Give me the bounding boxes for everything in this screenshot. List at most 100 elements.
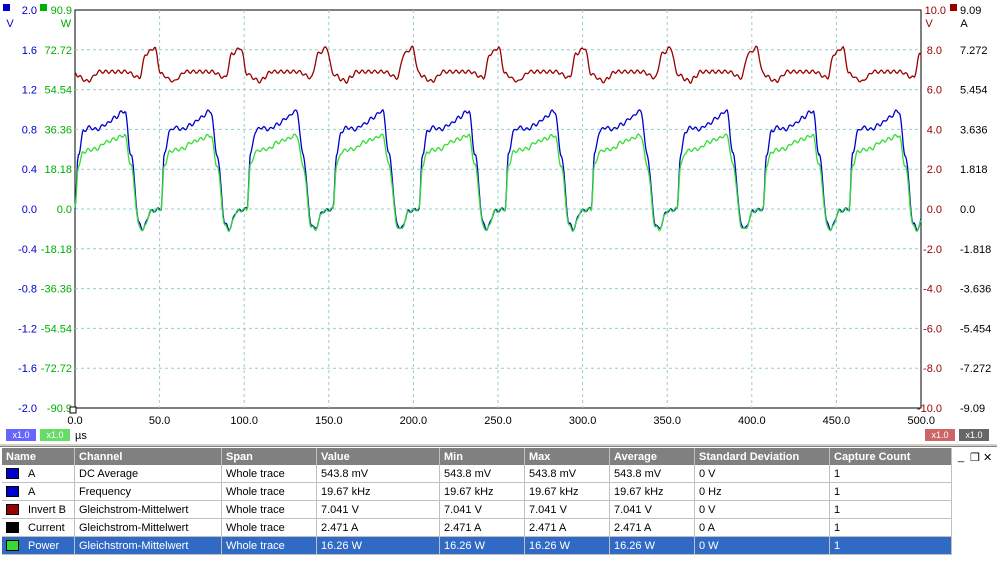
x-tick-label: 0.0 <box>67 415 82 427</box>
cell-min: 16.26 W <box>439 536 525 555</box>
cell-min: 19.67 kHz <box>439 482 525 501</box>
axis-left1-tick: -0.8 <box>18 284 37 296</box>
x-tick-label: 200.0 <box>400 415 428 427</box>
measurements-table: Name Channel Span Value Min Max Average … <box>2 448 952 555</box>
axis-left1-tick: -1.2 <box>18 323 37 335</box>
channel-color-swatch <box>6 522 19 534</box>
cell-channel: Gleichstrom-Mittelwert <box>74 536 222 555</box>
restore-button[interactable]: ❐ <box>970 452 980 464</box>
cell-max: 2.471 A <box>524 518 610 537</box>
cell-channel: Gleichstrom-Mittelwert <box>74 500 222 519</box>
axis-left2-tick: 36.36 <box>44 124 72 136</box>
zoom-tag-left2[interactable]: x1.0 <box>40 429 70 441</box>
axis-left2-tick: 0.0 <box>57 204 72 216</box>
cell-value: 2.471 A <box>316 518 440 537</box>
trace-power <box>74 133 922 233</box>
axis-right1-tick: 8.0 <box>927 45 942 57</box>
close-button[interactable]: ✕ <box>983 452 993 464</box>
axis-right1-unit: V <box>925 18 933 30</box>
axis-right1-tick: -2.0 <box>923 244 942 256</box>
trace-invert-b <box>74 45 922 85</box>
cell-span: Whole trace <box>221 482 317 501</box>
axis-right1-top: 10.0 <box>925 5 946 17</box>
cell-capture-count: 1 <box>829 500 952 519</box>
axis-right2-tick: 5.454 <box>960 85 988 97</box>
channel-power-color-icon <box>40 4 47 11</box>
table-row[interactable]: A Frequency Whole trace 19.67 kHz 19.67 kHz 1… <box>2 482 952 501</box>
axis-right1-tick: -8.0 <box>923 363 942 375</box>
header-capture-count[interactable]: Capture Count <box>829 448 952 465</box>
cell-name: Current <box>2 518 75 537</box>
axis-left1-top: 2.0 <box>22 5 37 17</box>
channel-b-color-icon <box>950 4 957 11</box>
header-min[interactable]: Min <box>439 448 525 465</box>
axis-left2-tick: -90.9 <box>47 403 72 415</box>
x-unit-label: µs <box>75 430 87 442</box>
axis-left2-top: 90.9 <box>51 5 72 17</box>
table-row[interactable]: Invert B Gleichstrom-Mittelwert Whole trac… <box>2 500 952 519</box>
header-value[interactable]: Value <box>316 448 440 465</box>
axis-right2-tick: 1.818 <box>960 164 988 176</box>
header-max[interactable]: Max <box>524 448 610 465</box>
header-average[interactable]: Average <box>609 448 695 465</box>
table-row[interactable]: A DC Average Whole trace 543.8 mV 543.8 mV 54… <box>2 465 952 483</box>
axis-left2-tick: -36.36 <box>41 284 72 296</box>
axis-right2-tick: 0.0 <box>960 204 975 216</box>
axis-right1-tick: 2.0 <box>927 164 942 176</box>
row-name-label: Current <box>28 521 65 534</box>
header-channel[interactable]: Channel <box>74 448 222 465</box>
table-row[interactable]: Current Gleichstrom-Mittelwert Whole trace… <box>2 518 952 537</box>
cell-max: 16.26 W <box>524 536 610 555</box>
header-std-dev[interactable]: Standard Deviation <box>694 448 830 465</box>
cell-standard-deviation: 0 A <box>694 518 830 537</box>
axis-left1-tick: 0.0 <box>22 204 37 216</box>
row-name-label: Power <box>28 539 60 552</box>
zoom-tag-right1[interactable]: x1.0 <box>925 429 955 441</box>
axis-right1-tick: 6.0 <box>927 85 942 97</box>
cell-span: Whole trace <box>221 500 317 519</box>
cell-channel: Gleichstrom-Mittelwert <box>74 518 222 537</box>
channel-color-swatch <box>6 468 19 480</box>
cell-max: 19.67 kHz <box>524 482 610 501</box>
x-tick-label: 300.0 <box>569 415 597 427</box>
cell-min: 7.041 V <box>439 500 525 519</box>
cell-span: Whole trace <box>221 536 317 555</box>
cell-value: 543.8 mV <box>316 465 440 483</box>
header-name[interactable]: Name <box>2 448 75 465</box>
measurements-body: A DC Average Whole trace 543.8 mV 543.8 mV 54… <box>2 465 952 555</box>
trigger-marker[interactable] <box>69 406 77 414</box>
cell-average: 7.041 V <box>609 500 695 519</box>
axis-left1-tick: 0.4 <box>22 164 37 176</box>
cell-standard-deviation: 0 V <box>694 465 830 483</box>
axis-left1-tick: -0.4 <box>18 244 37 256</box>
cell-capture-count: 1 <box>829 536 952 555</box>
scope-view: 2.0 90.9 V W 10.0 9.09 V A 1.6 72.72 8.0 7.272 1.2 54… <box>0 0 997 444</box>
cell-span: Whole trace <box>221 518 317 537</box>
axis-right2-tick: -1.818 <box>960 244 991 256</box>
axis-left1-unit: V <box>6 18 14 30</box>
header-span[interactable]: Span <box>221 448 317 465</box>
minimize-button[interactable]: _ <box>958 451 965 463</box>
axis-right1-tick: 4.0 <box>927 124 942 136</box>
scope-plot[interactable]: 2.0 90.9 V W 10.0 9.09 V A 1.6 72.72 8.0 7.272 1.2 54… <box>0 0 997 444</box>
cell-standard-deviation: 0 V <box>694 500 830 519</box>
cell-name: Invert B <box>2 500 75 519</box>
axis-left1-tick: 0.8 <box>22 124 37 136</box>
channel-color-swatch <box>6 504 19 516</box>
axis-left2-tick: 18.18 <box>44 164 72 176</box>
table-row[interactable]: Power Gleichstrom-Mittelwert Whole trace 16… <box>2 536 952 555</box>
cell-average: 543.8 mV <box>609 465 695 483</box>
cell-average: 2.471 A <box>609 518 695 537</box>
axis-left1-tick: 1.6 <box>22 45 37 57</box>
axis-right1-tick: -4.0 <box>923 284 942 296</box>
axis-left1-tick: -2.0 <box>18 403 37 415</box>
axis-right2-tick: 3.636 <box>960 124 988 136</box>
axis-right1-tick: -6.0 <box>923 323 942 335</box>
axis-right2-tick: -7.272 <box>960 363 991 375</box>
cell-name: A <box>2 465 75 483</box>
zoom-tag-right2[interactable]: x1.0 <box>959 429 989 441</box>
cell-min: 543.8 mV <box>439 465 525 483</box>
row-name-label: Invert B <box>28 503 66 516</box>
axis-right2-tick: -9.09 <box>960 403 985 415</box>
zoom-tag-left1[interactable]: x1.0 <box>6 429 36 441</box>
